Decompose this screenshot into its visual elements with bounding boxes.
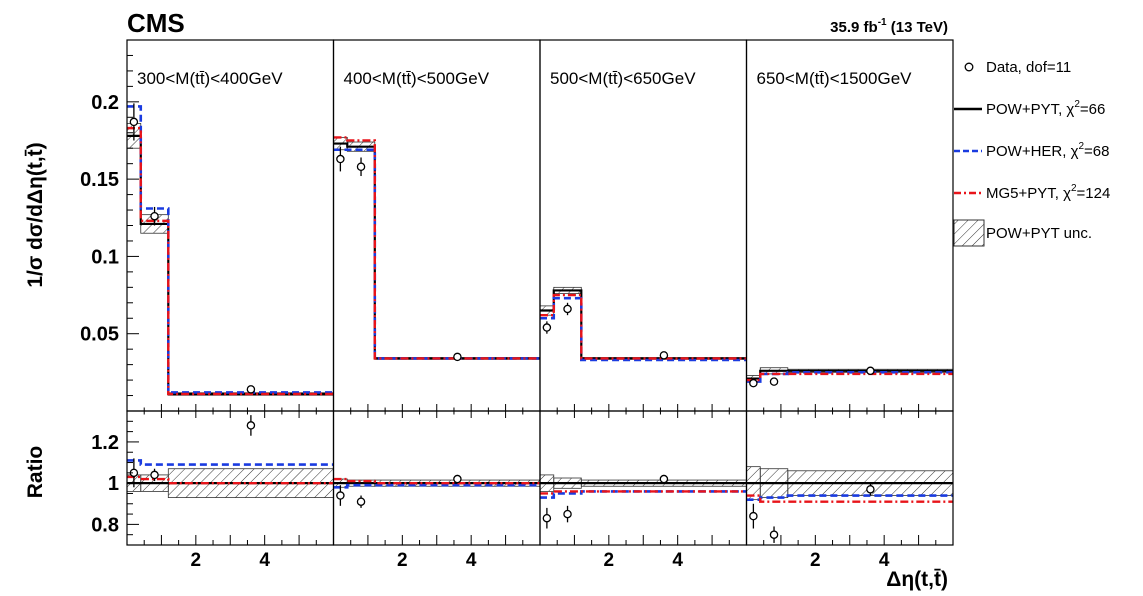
y-axis-label-ratio: Ratio	[24, 446, 47, 499]
x-axis-label: Δη(t,t̄)	[886, 568, 948, 591]
panel-4-label: 650<M(tt̄)<1500GeV	[757, 69, 913, 88]
panel-3-label: 500<M(tt̄)<650GeV	[550, 69, 696, 88]
panel-frame-main	[332, 39, 541, 412]
data-ratio-point-2	[659, 474, 669, 484]
data-main-point-1	[356, 162, 366, 172]
panel-1-series	[127, 103, 334, 498]
lumi-exponent: -1	[878, 17, 887, 28]
panel-4: 2 4 650<M(tt̄)<1500GeV	[745, 39, 954, 571]
experiment-label: CMS	[127, 8, 185, 38]
y-axis-main: 0.05 0.1 0.15 0.2	[80, 39, 139, 397]
powpyt-line-main	[540, 289, 747, 360]
lumi-energy: (13 TeV)	[887, 19, 948, 36]
panel-frame-main	[539, 39, 748, 412]
panel-2-series	[333, 136, 540, 508]
y-tick-label-main: 0.05	[80, 324, 119, 346]
legend-label-mg5pyt: MG5+PYT, χ2=124	[986, 183, 1110, 202]
data-main-point-1	[769, 377, 779, 386]
powher-line-ratio	[127, 459, 334, 466]
data-ratio-point-1	[356, 497, 366, 506]
lumi-label: 35.9 fb-1 (13 TeV)	[830, 17, 948, 36]
x-tick-label: 4	[466, 550, 477, 571]
y-tick-label-main: 0.1	[91, 246, 119, 268]
mg5pyt-line-ratio	[746, 494, 953, 503]
mg5pyt-line-main	[540, 293, 747, 360]
mg5pyt-line-ratio	[127, 475, 334, 485]
y-tick-label-main: 0.15	[80, 169, 119, 191]
data-main-point-0	[749, 378, 758, 388]
powher-line-main	[333, 148, 540, 360]
x-tick-label: 4	[259, 550, 270, 571]
panel-4-series	[746, 366, 953, 543]
y-axis-ratio: 0.8 1 1.2	[91, 420, 139, 536]
mg5pyt-line-main	[127, 126, 334, 396]
data-ratio-point-0	[336, 491, 345, 500]
data-ratio-point-2	[866, 485, 875, 494]
data-ratio-point-0	[749, 511, 758, 521]
powpyt-line-main	[333, 142, 540, 360]
mg5pyt-line-ratio	[540, 490, 747, 495]
powher-line-main	[127, 105, 334, 394]
panel-1: 2 4 300<M(tt̄)<400GeV	[126, 39, 335, 571]
x-tick-label: 2	[191, 550, 202, 571]
panel-2: 2 4 400<M(tt̄)<500GeV	[332, 39, 541, 571]
powpyt-line-main	[746, 369, 953, 380]
lumi-value: 35.9 fb	[830, 19, 878, 36]
panel-3-series	[540, 286, 747, 529]
powher-line-ratio	[333, 483, 540, 489]
x-tick-label: 4	[672, 550, 683, 571]
legend-label-data: Data, dof=11	[986, 59, 1071, 76]
panel-frame-ratio	[332, 410, 541, 546]
legend-label-unc: POW+PYT unc.	[986, 225, 1092, 242]
data-main-point-0	[542, 323, 552, 332]
data-ratio-point-1	[150, 470, 159, 480]
data-ratio-point-1	[769, 530, 779, 539]
data-main-point-2	[453, 352, 462, 362]
data-main-point-2	[246, 385, 256, 394]
legend-data-marker	[964, 62, 974, 72]
panels: 2 4 300<M(tt̄)<400GeV 2 4 400<M(tt̄)<500GeV 2 4…	[80, 39, 954, 571]
x-tick-label: 4	[879, 550, 890, 571]
y-axis-label-main: 1/σ dσ/dΔη(t,t̄)	[24, 142, 47, 287]
data-main-point-2	[659, 351, 669, 360]
x-tick-label: 2	[604, 550, 615, 571]
y-tick-label-ratio: 1.2	[91, 432, 119, 454]
panel-2-label: 400<M(tt̄)<500GeV	[344, 69, 490, 88]
data-main-point-2	[866, 366, 875, 376]
data-main-point-1	[150, 211, 159, 221]
mg5pyt-line-main	[746, 372, 953, 382]
data-ratio-point-2	[453, 474, 462, 484]
data-main-point-0	[129, 117, 139, 127]
mg5pyt-line-ratio	[333, 477, 540, 485]
powher-line-ratio	[540, 490, 747, 499]
data-main-point-1	[563, 304, 572, 314]
powpyt-line-main	[127, 134, 334, 396]
data-ratio-point-0	[542, 513, 552, 523]
data-ratio-point-2	[246, 421, 256, 430]
legend-label-powher: POW+HER, χ2=68	[986, 141, 1109, 160]
data-ratio-point-1	[563, 509, 572, 519]
panel-frame-main	[745, 39, 954, 412]
mg5pyt-line-main	[333, 136, 540, 360]
data-main-point-0	[336, 154, 345, 164]
panel-3: 2 4 500<M(tt̄)<650GeV	[539, 39, 748, 571]
y-tick-label-main: 0.2	[91, 92, 119, 114]
panel-1-label: 300<M(tt̄)<400GeV	[137, 69, 283, 88]
legend-label-powpyt: POW+PYT, χ2=66	[986, 99, 1105, 118]
y-tick-label-ratio: 0.8	[91, 514, 119, 536]
legend: Data, dof=11 POW+PYT, χ2=66 POW+HER, χ2=68…	[953, 59, 1110, 247]
legend-unc-box	[953, 219, 985, 247]
x-tick-label: 2	[397, 550, 408, 571]
y-tick-label-ratio: 1	[108, 473, 119, 495]
x-tick-label: 2	[810, 550, 821, 571]
powher-line-main	[540, 296, 747, 362]
powher-line-ratio	[746, 494, 953, 501]
